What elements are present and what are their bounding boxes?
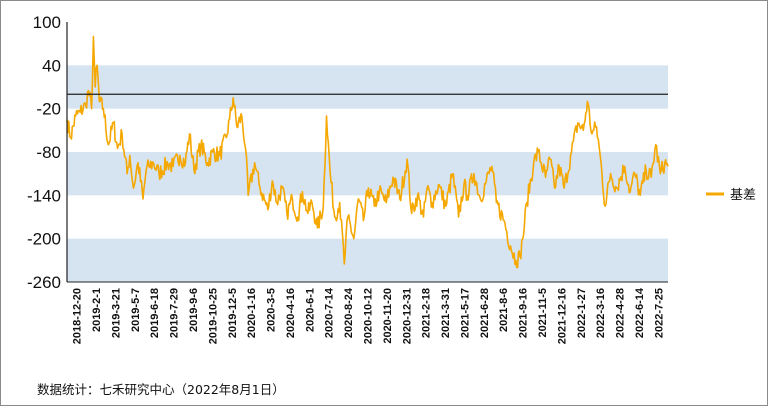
x-tick-label: 2019-6-18	[149, 288, 161, 338]
band-1	[67, 152, 668, 196]
series-line-jicha	[66, 35, 669, 269]
x-tick-label: 2021-5-17	[459, 288, 471, 338]
x-tick-label: 2020-12-31	[401, 288, 413, 344]
x-tick-label: 2019-12-5	[227, 288, 239, 338]
y-tick-label: -20	[36, 100, 61, 119]
x-tick-label: 2020-1-16	[246, 288, 258, 338]
legend-label: 基差	[730, 188, 756, 203]
y-tick-label: -260	[27, 273, 61, 292]
x-tick-label: 2018-12-20	[72, 288, 84, 344]
background-bands	[67, 65, 668, 282]
y-tick-label: 40	[42, 56, 61, 75]
x-tick-label: 2021-3-31	[440, 288, 452, 338]
x-tick-label: 2019-7-29	[169, 288, 181, 338]
x-tick-label: 2021-12-16	[556, 288, 568, 344]
x-tick-label: 2019-2-1	[91, 288, 103, 332]
legend: 基差	[706, 188, 756, 203]
x-tick-label: 2020-7-14	[324, 287, 336, 338]
source-note: 数据统计：七禾研究中心（2022年8月1日）	[37, 382, 285, 397]
x-tick-label: 2022-7-25	[653, 288, 665, 338]
x-tick-label: 2022-3-16	[595, 288, 607, 338]
y-tick-label: -200	[27, 230, 61, 249]
x-tick-label: 2022-6-14	[634, 287, 646, 338]
x-tick-label: 2021-8-6	[498, 288, 510, 332]
x-tick-label: 2022-1-27	[576, 288, 588, 338]
x-tick-label: 2021-11-5	[537, 288, 549, 338]
x-tick-label: 2019-9-6	[188, 288, 200, 332]
x-tick-label: 2020-3-5	[266, 288, 278, 332]
x-tick-label: 2021-9-16	[518, 288, 530, 338]
x-tick-label: 2020-8-24	[343, 287, 355, 338]
x-tick-label: 2020-10-12	[363, 288, 375, 344]
y-tick-label: -140	[27, 186, 61, 205]
band-2	[67, 238, 668, 282]
x-tick-label: 2019-10-25	[207, 288, 219, 344]
y-tick-label: 100	[33, 13, 61, 32]
x-tick-label: 2021-6-28	[479, 288, 491, 338]
x-tick-label: 2022-4-28	[615, 288, 627, 338]
x-tick-label: 2019-3-21	[110, 288, 122, 338]
x-tick-label: 2020-6-1	[304, 288, 316, 332]
x-tick-label: 2021-2-18	[421, 288, 433, 338]
x-tick-label: 2019-5-7	[130, 288, 142, 332]
y-tick-label: -80	[36, 143, 61, 162]
x-axis-ticks: 2018-12-20 2019-2-1 2019-3-21 2019-5-7 2019-…	[72, 287, 666, 344]
band-0	[67, 65, 668, 109]
y-axis-ticks: 100 40 -20 -80 -140 -200 -260	[27, 13, 61, 292]
x-tick-label: 2020-11-20	[382, 288, 394, 344]
x-tick-label: 2020-4-16	[285, 288, 297, 338]
